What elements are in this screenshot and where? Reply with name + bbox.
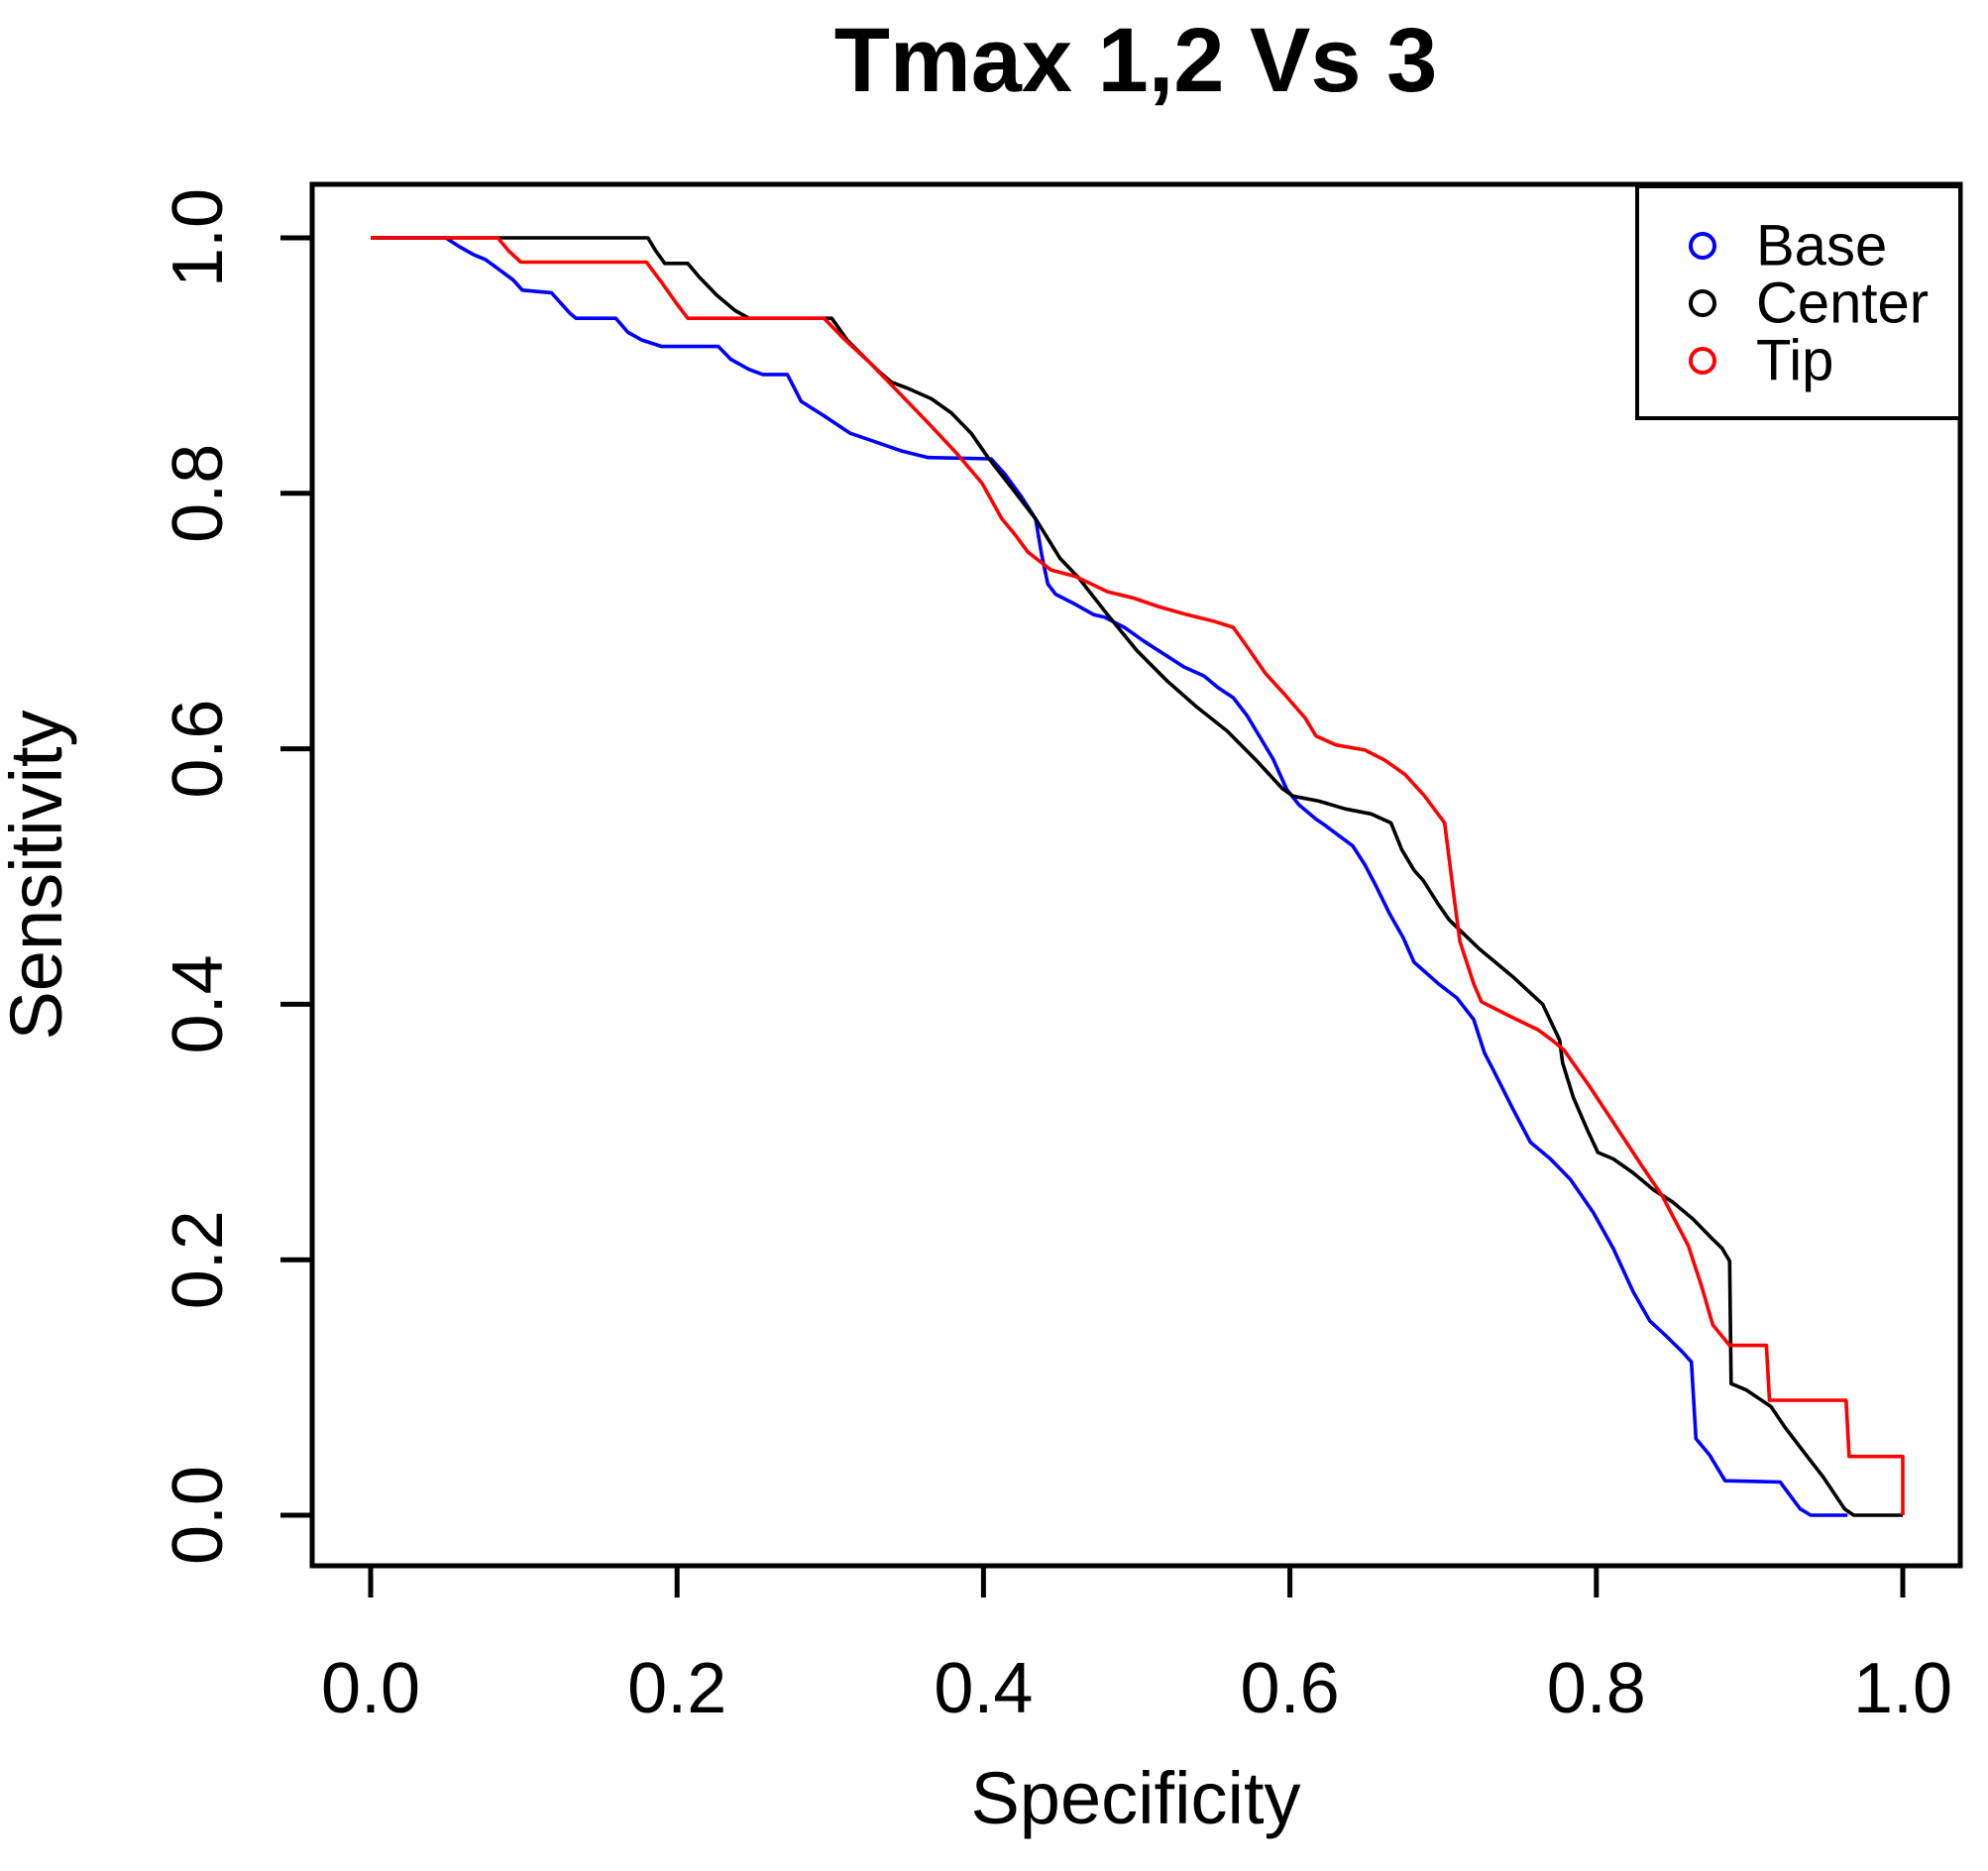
x-tick-label: 1.0 (1853, 1649, 1952, 1728)
legend-item-center: Center (1689, 272, 1929, 336)
x-axis-label: Specificity (970, 1757, 1300, 1839)
series-line-center (371, 236, 1903, 1517)
y-tick-label: 1.0 (159, 188, 238, 287)
y-axis-ticks: 0.0 0.2 0.4 0.6 0.8 1.0 (159, 188, 312, 1565)
x-tick-label: 0.4 (934, 1649, 1033, 1728)
legend-item-label: Center (1756, 272, 1929, 336)
x-tick-label: 0.6 (1241, 1649, 1340, 1728)
legend-item-base: Base (1689, 214, 1887, 278)
legend-marker-circle-icon (1689, 347, 1716, 375)
y-axis-label: Sensitivity (0, 710, 77, 1040)
y-tick-label: 0.4 (159, 954, 238, 1053)
legend-marker-circle-icon (1689, 289, 1716, 317)
legend-marker-circle-icon (1689, 232, 1716, 260)
legend-item-label: Tip (1756, 329, 1833, 393)
legend-item-tip: Tip (1689, 329, 1833, 393)
chart-title: Tmax 1,2 Vs 3 (834, 10, 1438, 111)
y-tick-label: 0.8 (159, 444, 238, 543)
x-tick-label: 0.8 (1547, 1649, 1646, 1728)
series-lines (371, 236, 1905, 1517)
x-axis-ticks: 0.0 0.2 0.4 0.6 0.8 1.0 (321, 1566, 1952, 1728)
y-tick-label: 0.2 (159, 1210, 238, 1309)
y-tick-label: 0.0 (159, 1466, 238, 1565)
series-line-tip (371, 236, 1905, 1515)
y-tick-label: 0.6 (159, 700, 238, 799)
plot-frame (309, 181, 1963, 1569)
legend-item-label: Base (1756, 214, 1887, 278)
series-line-base (371, 236, 1848, 1517)
x-tick-label: 0.0 (321, 1649, 420, 1728)
x-tick-label: 0.2 (627, 1649, 726, 1728)
